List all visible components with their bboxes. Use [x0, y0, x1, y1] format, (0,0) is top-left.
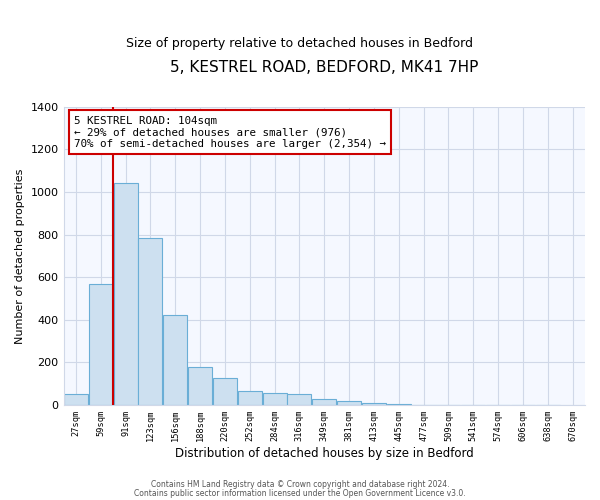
Text: 5 KESTREL ROAD: 104sqm
← 29% of detached houses are smaller (976)
70% of semi-de: 5 KESTREL ROAD: 104sqm ← 29% of detached… [74, 116, 386, 149]
Bar [113, 184, 137, 405]
Bar [337, 401, 361, 405]
Text: Contains HM Land Registry data © Crown copyright and database right 2024.: Contains HM Land Registry data © Crown c… [151, 480, 449, 489]
Text: Size of property relative to detached houses in Bedford: Size of property relative to detached ho… [127, 38, 473, 51]
Bar [312, 399, 337, 405]
Title: 5, KESTREL ROAD, BEDFORD, MK41 7HP: 5, KESTREL ROAD, BEDFORD, MK41 7HP [170, 60, 478, 75]
Bar [287, 394, 311, 405]
Bar [139, 238, 163, 405]
Bar [213, 378, 237, 405]
X-axis label: Distribution of detached houses by size in Bedford: Distribution of detached houses by size … [175, 447, 473, 460]
Text: Contains public sector information licensed under the Open Government Licence v3: Contains public sector information licen… [134, 488, 466, 498]
Bar [238, 391, 262, 405]
Bar [362, 403, 386, 405]
Bar [263, 394, 287, 405]
Bar [163, 314, 187, 405]
Bar [64, 394, 88, 405]
Y-axis label: Number of detached properties: Number of detached properties [15, 168, 25, 344]
Bar [188, 367, 212, 405]
Bar [89, 284, 113, 405]
Bar [387, 404, 411, 405]
